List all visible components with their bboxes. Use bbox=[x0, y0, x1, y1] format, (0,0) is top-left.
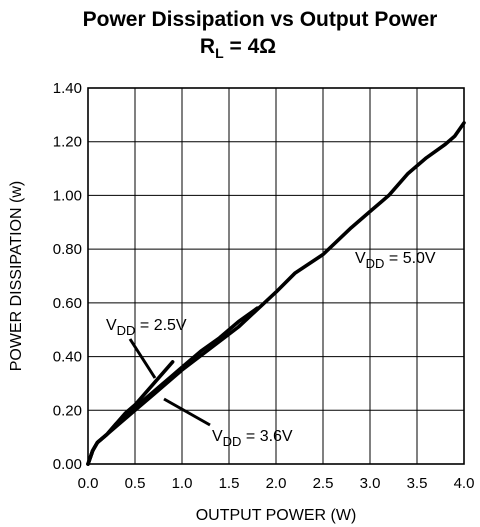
series-label-v-dd-2-5v: VDD = 2.5V bbox=[106, 317, 187, 338]
x-tick-label: 0.5 bbox=[125, 475, 146, 492]
y-tick-label: 1.00 bbox=[53, 187, 82, 204]
series-lines bbox=[86, 121, 466, 466]
x-tick-label: 3.0 bbox=[360, 475, 381, 492]
subtitle-subscript: L bbox=[215, 45, 224, 61]
x-tick-label: 2.0 bbox=[266, 475, 287, 492]
x-tick-label: 4.0 bbox=[454, 475, 475, 492]
x-tick-labels: 0.0 0.5 1.0 1.5 2.0 2.5 3.0 3.5 4.0 bbox=[78, 475, 475, 492]
x-tick-label: 0.0 bbox=[78, 475, 99, 492]
y-tick-label: 0.60 bbox=[53, 295, 82, 312]
x-tick-label: 1.0 bbox=[172, 475, 193, 492]
y-tick-label: 1.20 bbox=[53, 134, 82, 151]
plot-frame bbox=[87, 87, 465, 465]
annotation-leader bbox=[163, 397, 211, 427]
subtitle-prefix: R bbox=[200, 35, 215, 58]
series-annotations: VDD = 2.5V VDD = 3.6V VDD = 5.0V bbox=[106, 250, 436, 449]
x-tick-label: 3.5 bbox=[407, 475, 428, 492]
y-tick-label: 0.20 bbox=[53, 402, 82, 419]
y-axis-label: POWER DISSIPATION (w) bbox=[8, 181, 25, 372]
series-label-v-dd-3-6v: VDD = 3.6V bbox=[212, 428, 293, 449]
grid bbox=[88, 88, 464, 464]
x-axis-label: OUTPUT POWER (W) bbox=[196, 507, 357, 524]
annotation-leader bbox=[128, 338, 157, 379]
x-tick-label: 1.5 bbox=[219, 475, 240, 492]
y-tick-label: 0.00 bbox=[53, 456, 82, 473]
chart-subtitle: RL = 4Ω bbox=[200, 35, 276, 61]
y-tick-labels: 0.00 0.20 0.40 0.60 0.80 1.00 1.20 1.40 bbox=[53, 80, 82, 473]
chart-title: Power Dissipation vs Output Power bbox=[83, 8, 438, 31]
series-label-v-dd-5-0v: VDD = 5.0V bbox=[355, 250, 436, 271]
y-tick-label: 0.80 bbox=[53, 241, 82, 258]
subtitle-suffix: = 4Ω bbox=[224, 35, 276, 58]
y-tick-label: 0.40 bbox=[53, 349, 82, 366]
series-line-v-dd-5-0v bbox=[86, 121, 466, 466]
x-tick-label: 2.5 bbox=[313, 475, 334, 492]
y-tick-label: 1.40 bbox=[53, 80, 82, 97]
